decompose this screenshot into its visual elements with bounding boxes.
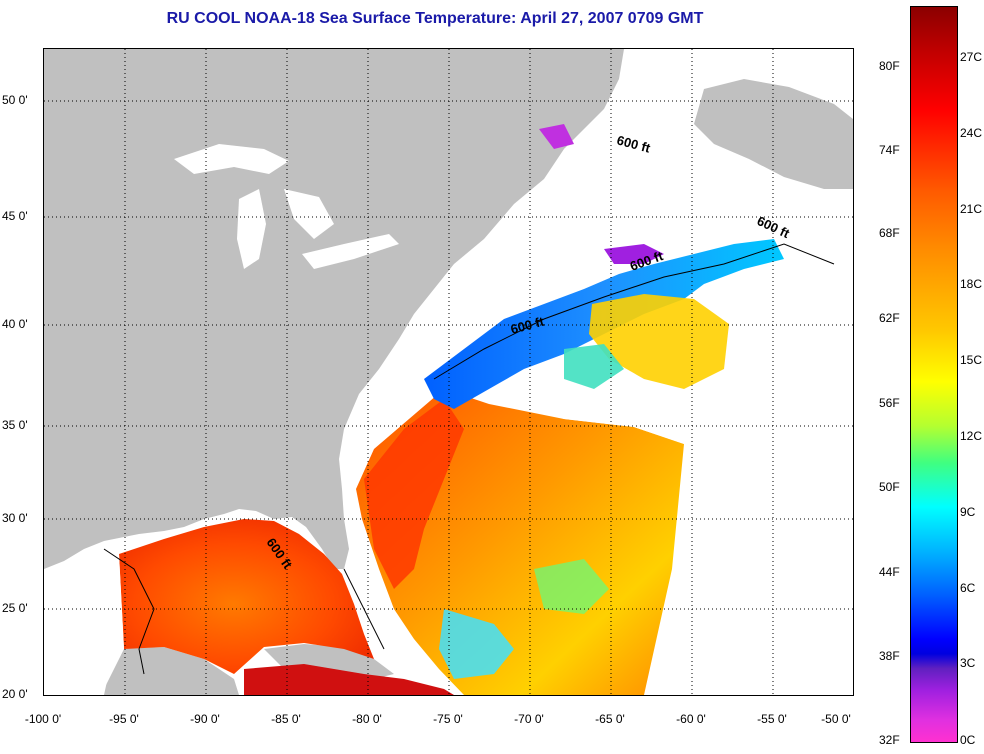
x-tick-label: -85 0' — [271, 712, 301, 726]
sst-map[interactable]: 600 ft 600 ft 600 ft 600 ft 600 ft — [43, 48, 854, 696]
colorbar-c-label: 0C — [960, 733, 976, 747]
y-tick-label: 30 0' — [2, 511, 28, 525]
x-tick-label: -80 0' — [352, 712, 382, 726]
y-tick-label: 25 0' — [2, 601, 28, 615]
cuba-land — [264, 644, 394, 679]
sst-map-canvas: 600 ft 600 ft 600 ft 600 ft 600 ft — [44, 49, 853, 695]
cloud-gap — [484, 379, 684, 444]
slope-cyan — [564, 344, 624, 389]
colorbar-c-label: 15C — [960, 353, 983, 367]
colorbar-f-label: 38F — [879, 649, 900, 663]
colorbar-f-label: 80F — [879, 59, 900, 73]
colorbar-c-label: 18C — [960, 277, 983, 291]
colorbar-c-label: 9C — [960, 505, 976, 519]
temperature-colorbar — [910, 6, 958, 743]
x-tick-label: -90 0' — [190, 712, 220, 726]
x-tick-label: -70 0' — [514, 712, 544, 726]
colorbar-c-label: 12C — [960, 429, 983, 443]
colorbar-c-label: 27C — [960, 50, 983, 64]
colorbar-c-label: 3C — [960, 656, 976, 670]
colorbar-f-label: 74F — [879, 143, 900, 157]
gulf-maine-purple — [604, 244, 664, 264]
caribbean-warm — [244, 664, 454, 695]
lake-huron — [284, 189, 334, 239]
st-lawrence-region — [424, 99, 853, 374]
slope-warm-eddy — [589, 294, 729, 389]
x-tick-label: -95 0' — [109, 712, 139, 726]
x-tick-label: -55 0' — [757, 712, 787, 726]
lake-superior — [174, 144, 289, 174]
colorbar-f-label: 62F — [879, 311, 900, 325]
atlantic-cool-patch — [439, 609, 514, 679]
colorbar-c-label: 24C — [960, 126, 983, 140]
y-tick-label: 20 0' — [2, 687, 28, 701]
lake-erie-ontario — [302, 234, 399, 269]
x-tick-label: -65 0' — [595, 712, 625, 726]
x-tick-label: -60 0' — [676, 712, 706, 726]
y-tick-label: 50 0' — [2, 93, 28, 107]
st-lawrence-purple — [539, 124, 574, 149]
colorbar-f-label: 68F — [879, 226, 900, 240]
colorbar-c-label: 21C — [960, 202, 983, 216]
y-tick-label: 35 0' — [2, 418, 28, 432]
colorbar-f-label: 44F — [879, 565, 900, 579]
x-tick-label: -75 0' — [433, 712, 463, 726]
colorbar-f-label: 56F — [879, 396, 900, 410]
x-tick-label: -100 0' — [24, 712, 62, 726]
gulf-shelf-white — [64, 554, 124, 689]
colorbar-f-label: 50F — [879, 480, 900, 494]
y-tick-label: 40 0' — [2, 317, 28, 331]
colorbar-c-label: 6C — [960, 581, 976, 595]
graticule — [44, 49, 853, 695]
atlantic-green-patch — [534, 559, 609, 614]
colorbar-f-label: 32F — [879, 733, 900, 747]
contour-600ft — [103, 243, 835, 675]
north-america-land — [44, 49, 624, 569]
x-tick-label: -50 0' — [821, 712, 851, 726]
y-tick-label: 45 0' — [2, 209, 28, 223]
yucatan-land — [104, 647, 239, 695]
atlantic-red-band — [364, 399, 464, 589]
map-title: RU COOL NOAA-18 Sea Surface Temperature:… — [166, 10, 704, 27]
lake-michigan — [237, 189, 266, 269]
gulf-warm-water — [119, 519, 374, 674]
